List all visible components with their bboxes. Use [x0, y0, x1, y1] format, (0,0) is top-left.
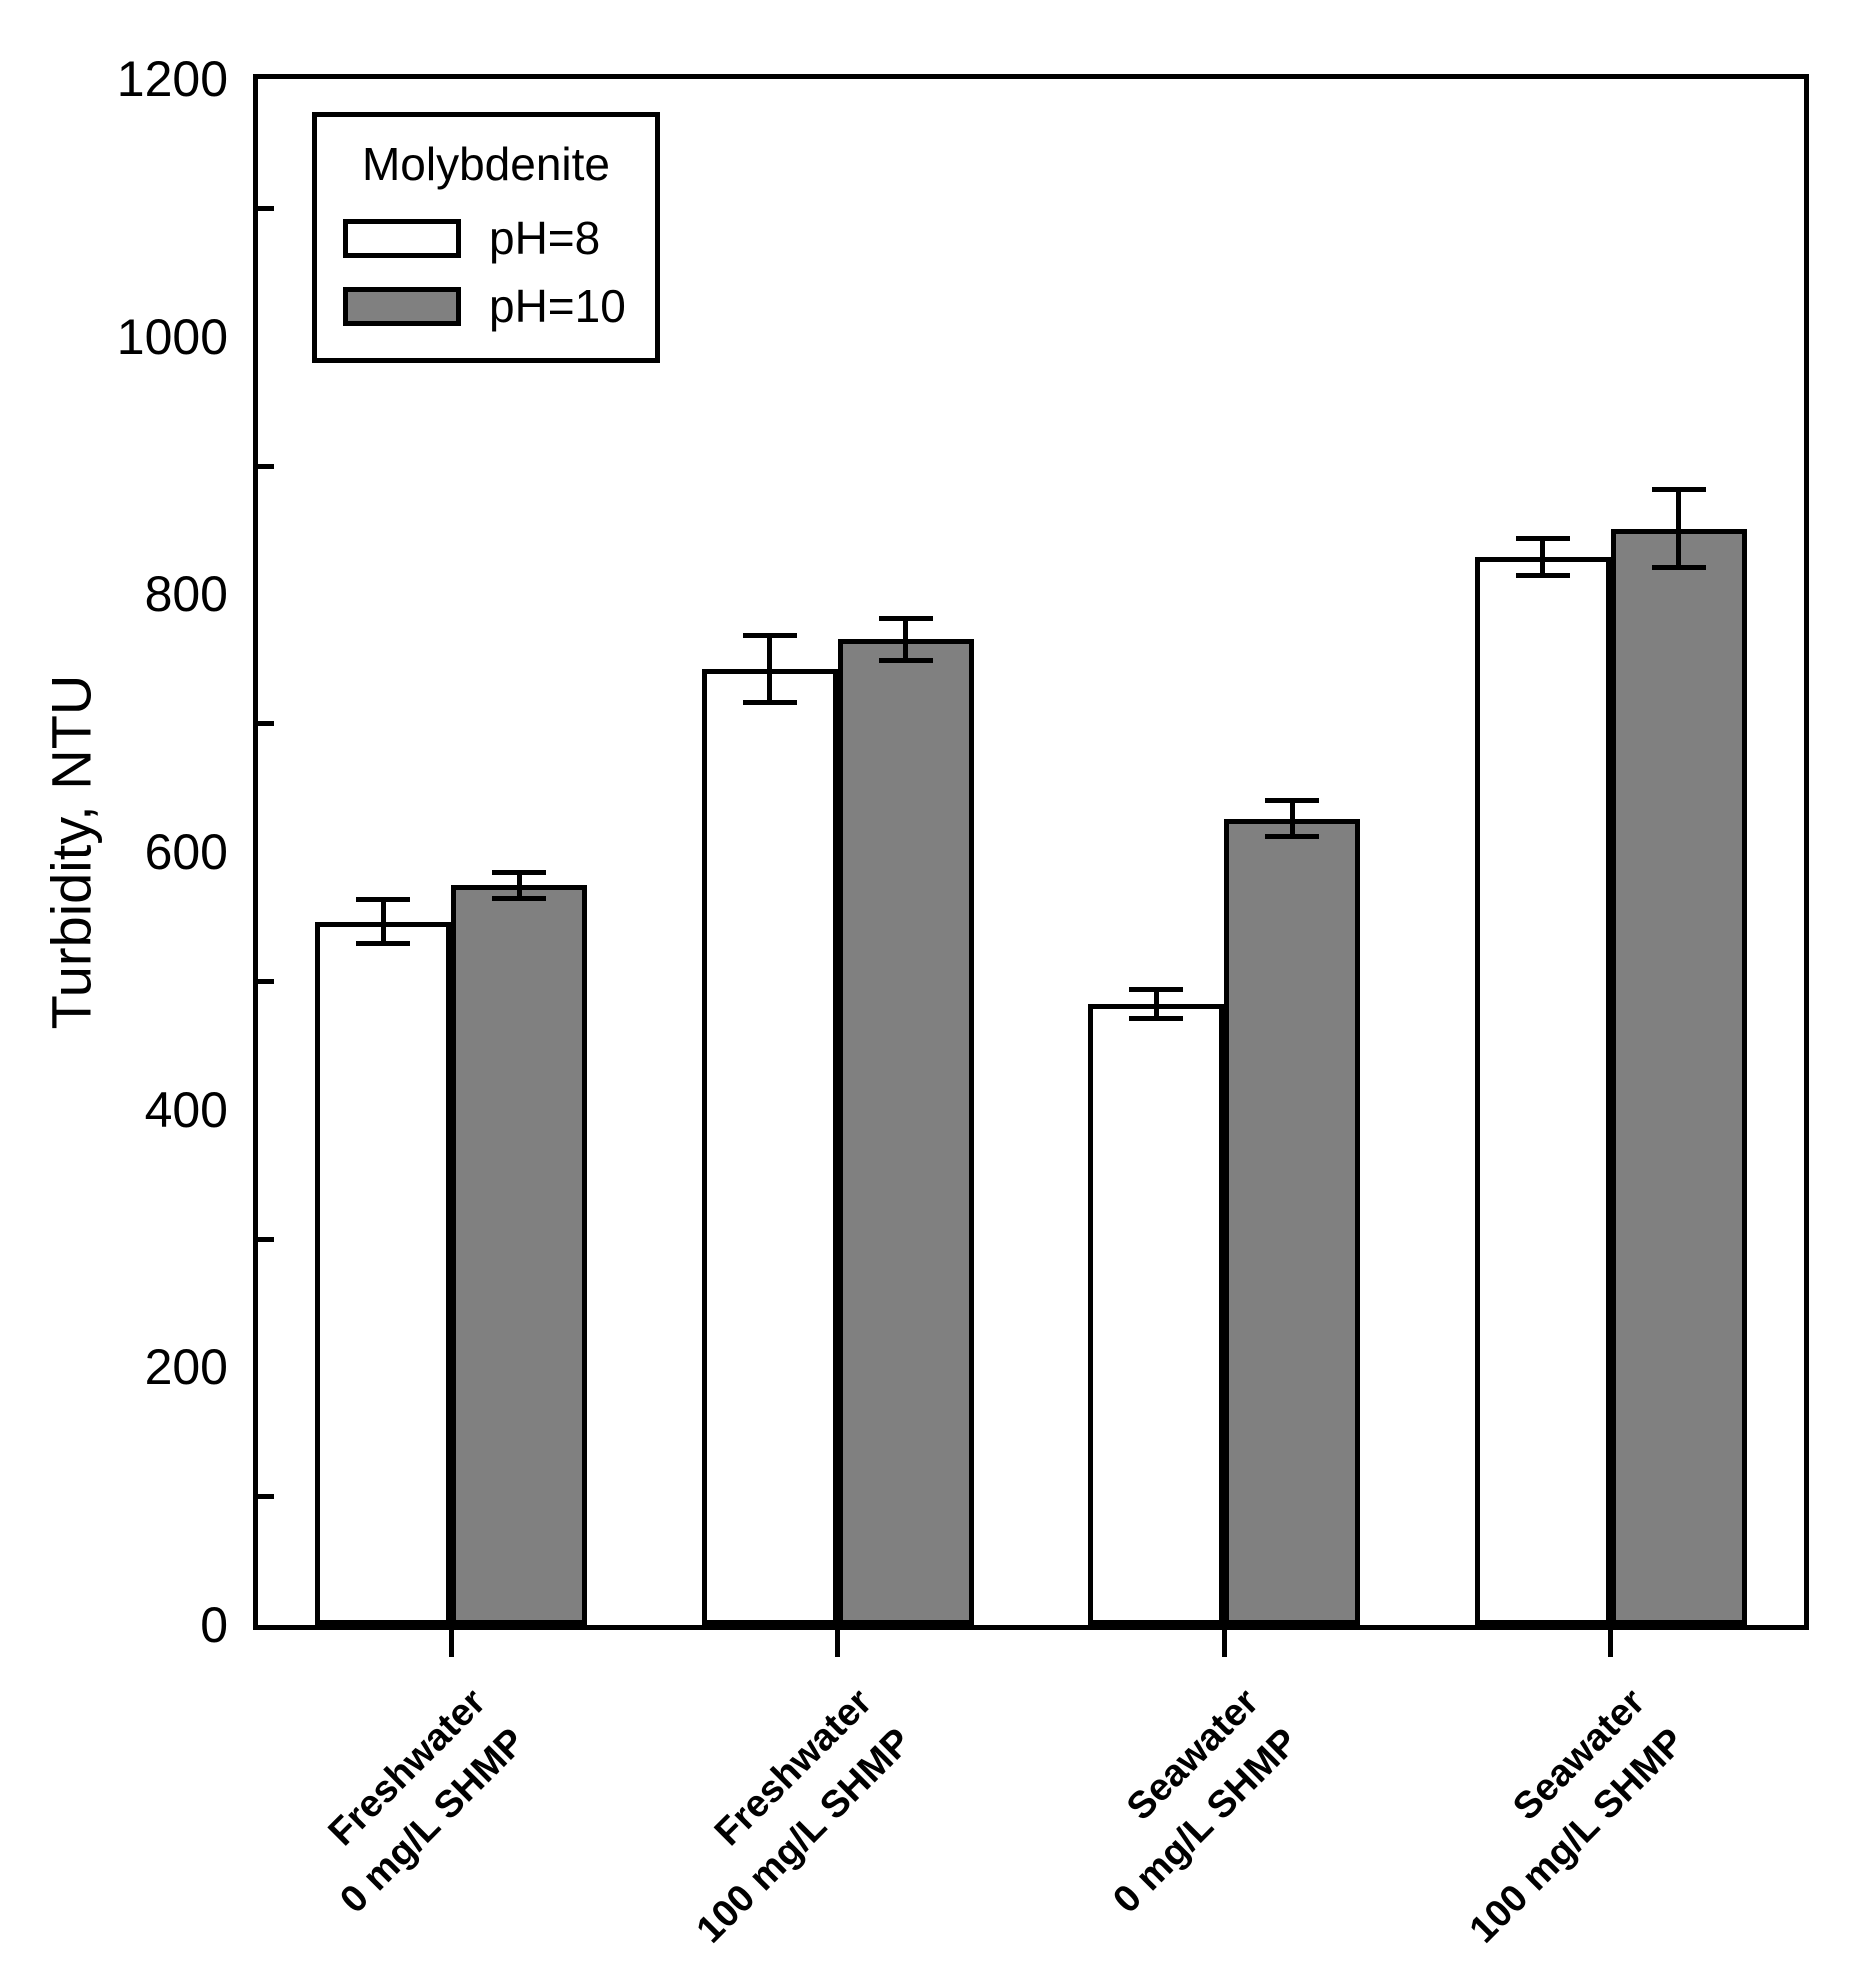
error-bar-stem	[516, 872, 522, 899]
error-bar-cap-bottom	[1265, 834, 1320, 840]
bar-ph10-2	[837, 639, 974, 1625]
legend: Molybdenite pH=8 pH=10	[312, 112, 660, 363]
error-bar-cap-bottom	[356, 940, 411, 946]
x-axis-category-label: Freshwater 0 mg/L SHMP	[288, 1676, 538, 1926]
error-bar-cap-top	[492, 870, 547, 876]
error-bar-stem	[767, 635, 773, 703]
error-bar-cap-top	[356, 897, 411, 903]
y-axis-tick-label: 0	[200, 1597, 228, 1653]
y-axis-minor-tick	[258, 721, 274, 727]
bar-ph8-4	[1474, 556, 1611, 1625]
error-bar-cap-top	[1515, 536, 1570, 542]
error-bar-cap-top	[1651, 487, 1706, 493]
legend-item-ph8: pH=8	[343, 215, 600, 261]
bar-ph8-2	[701, 669, 838, 1625]
y-axis-minor-tick	[258, 205, 274, 211]
bar-ph10-4	[1610, 528, 1747, 1625]
legend-title: Molybdenite	[361, 138, 611, 190]
error-bar-cap-bottom	[1651, 564, 1706, 570]
y-axis-minor-tick	[258, 1494, 274, 1500]
y-axis-tick-label: 200	[144, 1339, 228, 1396]
error-bar-cap-bottom	[742, 700, 797, 706]
x-axis-category-label: Freshwater 100 mg/L SHMP	[645, 1676, 925, 1956]
plot-frame	[253, 74, 1809, 1630]
y-axis-tick-label: 600	[144, 824, 228, 880]
error-bar-stem	[1153, 989, 1159, 1019]
x-axis-category-label: Seawater 0 mg/L SHMP	[1061, 1676, 1311, 1926]
error-bar-stem	[1289, 800, 1295, 837]
error-bar-cap-bottom	[1515, 572, 1570, 578]
y-axis-tick-label: 400	[144, 1081, 228, 1138]
bar-ph8-1	[315, 921, 452, 1625]
legend-label-ph8: pH=8	[489, 212, 601, 264]
x-axis-tick	[1221, 1625, 1227, 1657]
x-axis-category-label: Seawater 100 mg/L SHMP	[1418, 1676, 1698, 1956]
y-axis-tick-label: 1000	[116, 308, 228, 365]
error-bar-cap-top	[742, 633, 797, 639]
x-axis-tick	[1608, 1625, 1614, 1657]
error-bar-cap-top	[878, 616, 933, 622]
legend-swatch-ph10	[343, 286, 461, 326]
error-bar-cap-top	[1129, 987, 1184, 993]
y-axis-tick-label: 800	[144, 566, 228, 623]
y-axis-tick-label: 1200	[116, 51, 228, 107]
legend-item-ph10: pH=10	[343, 283, 626, 329]
error-bar-stem	[380, 899, 386, 944]
error-bar-cap-top	[1265, 797, 1320, 803]
bar-ph8-3	[1088, 1004, 1225, 1625]
plot-area: Molybdenite pH=8 pH=10	[258, 79, 1804, 1657]
error-bar-cap-bottom	[878, 657, 933, 663]
error-bar-stem	[903, 618, 909, 661]
bar-ph10-3	[1224, 818, 1361, 1625]
y-axis-minor-tick	[258, 463, 274, 469]
error-bar-cap-bottom	[1129, 1015, 1184, 1021]
legend-label-ph10: pH=10	[489, 280, 626, 332]
y-axis-minor-tick	[258, 978, 274, 984]
legend-swatch-ph8	[343, 218, 461, 258]
error-bar-stem	[1540, 538, 1546, 575]
x-axis-tick	[448, 1625, 454, 1657]
error-bar-stem	[1676, 489, 1682, 568]
bar-ph10-1	[451, 885, 588, 1625]
y-axis-minor-tick	[258, 1236, 274, 1242]
error-bar-cap-bottom	[492, 895, 547, 901]
x-axis-tick	[835, 1625, 841, 1657]
